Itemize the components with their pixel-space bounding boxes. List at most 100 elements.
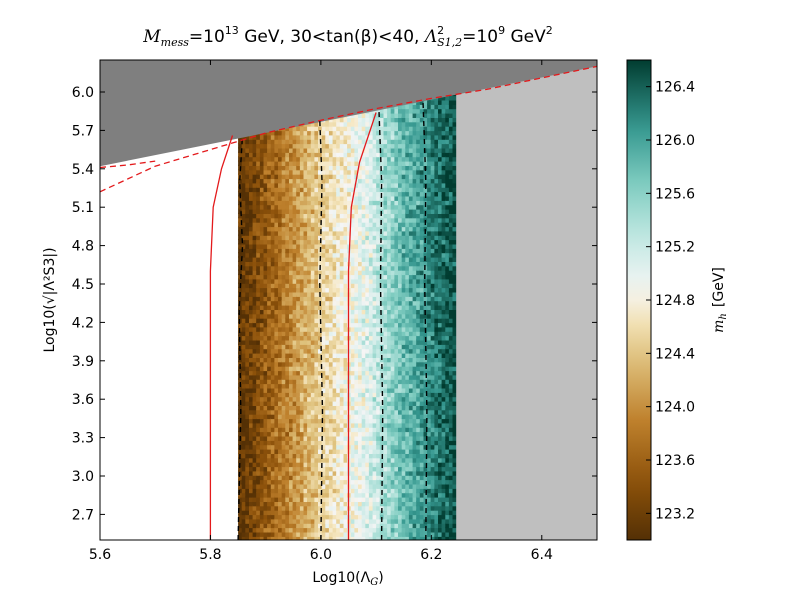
heatmap-cell (405, 256, 411, 262)
heatmap-cell (405, 190, 411, 197)
heatmap-cell (241, 461, 247, 468)
heatmap-cell (372, 391, 378, 398)
heatmap-cell (303, 247, 309, 254)
heatmap-cell (339, 151, 345, 158)
heatmap-cell (245, 339, 251, 345)
heatmap-cell (289, 282, 294, 289)
heatmap-cell (376, 474, 381, 481)
heatmap-cell (332, 182, 338, 188)
heatmap-cell (419, 230, 425, 236)
heatmap-cell (310, 295, 316, 302)
heatmap-cell (398, 108, 403, 114)
heatmap-cell (416, 426, 421, 433)
heatmap-cell (336, 295, 341, 302)
heatmap-cell (376, 500, 381, 507)
heatmap-cell (336, 147, 341, 153)
heatmap-cell (368, 505, 374, 511)
heatmap-cell (361, 478, 367, 485)
heatmap-cell (412, 400, 418, 406)
heatmap-cell (405, 138, 411, 145)
heatmap-cell (274, 282, 280, 289)
heatmap-cell (336, 435, 341, 441)
heatmap-cell (343, 505, 349, 511)
heatmap-cell (310, 204, 316, 210)
heatmap-cell (321, 221, 327, 228)
heatmap-cell (339, 138, 345, 145)
heatmap-cell (307, 186, 312, 193)
heatmap-cell (325, 430, 331, 437)
heatmap-cell (285, 225, 291, 232)
heatmap-cell (249, 387, 254, 393)
heatmap-cell (412, 190, 418, 197)
heatmap-cell (394, 470, 400, 476)
heatmap-cell (354, 225, 360, 232)
heatmap-cell (408, 365, 414, 372)
heatmap-cell (390, 265, 396, 271)
heatmap-cell (368, 404, 374, 411)
heatmap-cell (241, 169, 247, 175)
heatmap-cell (321, 500, 327, 507)
heatmap-cell (278, 522, 283, 529)
heatmap-cell (339, 169, 345, 175)
heatmap-cell (289, 186, 294, 193)
heatmap-cell (343, 186, 349, 193)
heatmap-cell (325, 513, 331, 520)
heatmap-cell (365, 531, 371, 537)
heatmap-cell (339, 125, 345, 132)
heatmap-cell (325, 208, 331, 214)
heatmap-cell (252, 221, 258, 228)
heatmap-cell (328, 330, 334, 337)
heatmap-cell (394, 308, 400, 315)
heatmap-cell (252, 134, 258, 140)
heatmap-cell (358, 238, 363, 245)
heatmap-cell (281, 169, 287, 175)
heatmap-cell (299, 217, 305, 223)
heatmap-cell (390, 391, 396, 398)
heatmap-cell (365, 365, 371, 372)
heatmap-cell (387, 300, 392, 306)
heatmap-cell (416, 500, 421, 507)
heatmap-cell (267, 369, 272, 376)
heatmap-cell (321, 334, 327, 341)
heatmap-cell (401, 487, 407, 494)
heatmap-cell (285, 300, 291, 306)
heatmap-cell (390, 273, 396, 280)
heatmap-cell (412, 417, 418, 424)
heatmap-cell (405, 291, 411, 297)
heatmap-cell (405, 265, 411, 271)
heatmap-cell (376, 356, 381, 363)
heatmap-cell (325, 382, 331, 389)
heatmap-cell (314, 243, 320, 249)
heatmap-cell (398, 396, 403, 402)
heatmap-cell (343, 417, 349, 424)
heatmap-cell (361, 256, 367, 262)
heatmap-cell (241, 238, 247, 245)
heatmap-cell (256, 173, 261, 180)
heatmap-cell (383, 500, 389, 507)
heatmap-cell (314, 470, 320, 476)
heatmap-cell (419, 474, 425, 481)
heatmap-cell (408, 422, 414, 428)
heatmap-cell (394, 483, 400, 489)
heatmap-cell (354, 169, 360, 175)
heatmap-cell (347, 500, 352, 507)
heatmap-cell (339, 195, 345, 201)
heatmap-cell (241, 400, 247, 406)
heatmap-cell (347, 452, 352, 459)
heatmap-cell (361, 391, 367, 398)
heatmap-cell (270, 444, 276, 450)
heatmap-cell (361, 526, 367, 533)
heatmap-cell (398, 177, 403, 184)
heatmap-cell (354, 339, 360, 345)
heatmap-cell (303, 487, 309, 494)
heatmap-cell (401, 452, 407, 459)
heatmap-cell (267, 474, 272, 481)
heatmap-cell (376, 526, 381, 533)
heatmap-cell (267, 173, 272, 180)
heatmap-cell (354, 265, 360, 271)
heatmap-cell (289, 492, 294, 498)
heatmap-cell (241, 531, 247, 537)
heatmap-cell (263, 212, 269, 219)
heatmap-cell (328, 269, 334, 276)
heatmap-cell (296, 369, 301, 376)
